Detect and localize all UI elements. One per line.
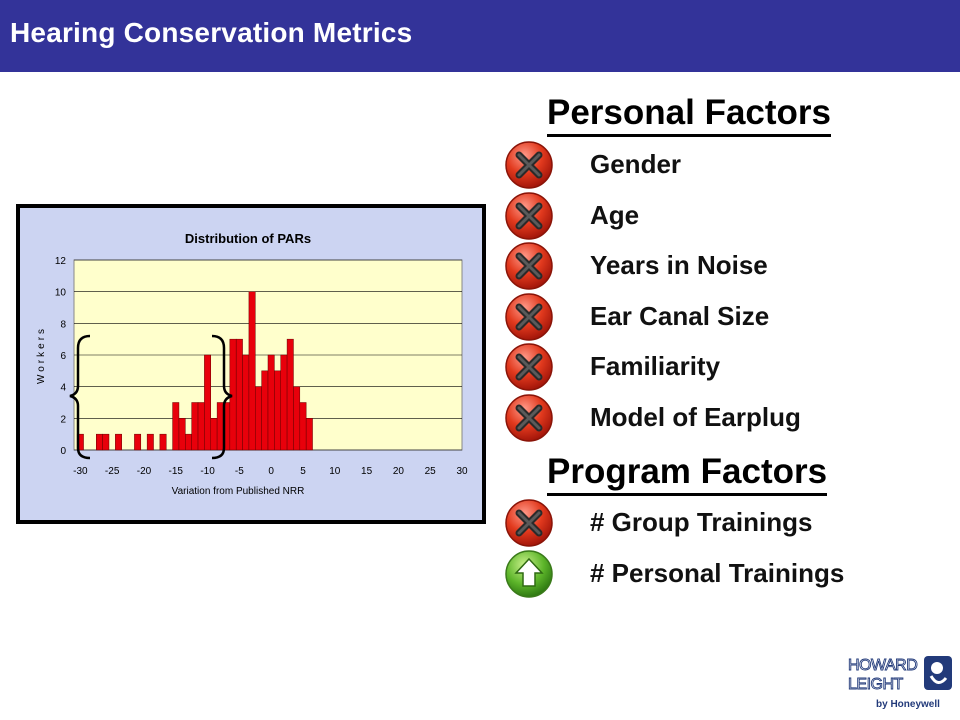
bar bbox=[242, 354, 250, 451]
factor-label: Model of Earplug bbox=[590, 401, 801, 432]
x-tick-label: -25 bbox=[105, 466, 120, 477]
howard-leight-logo: HOWARD LEIGHT by Honeywell bbox=[848, 656, 952, 710]
bar bbox=[134, 433, 142, 451]
factor-label: # Group Trainings bbox=[590, 507, 813, 537]
factor-item: Gender bbox=[500, 139, 940, 191]
bar bbox=[255, 386, 262, 451]
personal-factors-heading: Personal Factors bbox=[547, 94, 831, 137]
x-tick-label: -5 bbox=[235, 466, 244, 477]
factor-label: Ear Canal Size bbox=[590, 300, 770, 331]
page-title: Hearing Conservation Metrics bbox=[10, 17, 413, 48]
y-tick-label: 0 bbox=[60, 446, 66, 457]
y-tick-label: 4 bbox=[60, 383, 66, 394]
x-tick-label: -15 bbox=[169, 466, 184, 477]
x-icon bbox=[504, 140, 554, 190]
y-tick-label: 10 bbox=[55, 288, 67, 299]
bar bbox=[102, 433, 110, 451]
bar bbox=[248, 291, 256, 451]
bar bbox=[185, 433, 192, 451]
bar bbox=[146, 433, 154, 451]
factor-label: Age bbox=[590, 199, 640, 230]
factor-item: Model of Earplug bbox=[500, 392, 940, 444]
x-tick-label: 30 bbox=[456, 466, 468, 477]
bar bbox=[159, 433, 167, 451]
left-brace bbox=[69, 334, 91, 460]
bar bbox=[305, 418, 313, 451]
x-tick-label: 15 bbox=[361, 466, 373, 477]
factor-item: Age bbox=[500, 190, 940, 242]
x-icon bbox=[504, 342, 554, 392]
bar bbox=[286, 338, 294, 451]
x-icon bbox=[504, 498, 554, 548]
x-axis-label: Variation from Published NRR bbox=[172, 486, 305, 497]
y-tick-label: 2 bbox=[60, 414, 66, 425]
right-brace bbox=[211, 334, 233, 460]
x-icon bbox=[504, 191, 554, 241]
factor-item: Familiarity bbox=[500, 341, 940, 393]
bar bbox=[293, 386, 301, 451]
bar bbox=[274, 370, 281, 451]
y-axis-label: Workers bbox=[36, 326, 47, 384]
x-tick-label: 10 bbox=[329, 466, 341, 477]
title-bar: Hearing Conservation Metrics bbox=[0, 0, 960, 72]
bar bbox=[197, 402, 205, 451]
bar bbox=[299, 402, 307, 451]
program-factors-heading: Program Factors bbox=[547, 453, 828, 496]
x-tick-label: 25 bbox=[425, 466, 437, 477]
logo-line1: HOWARD bbox=[848, 657, 917, 674]
x-icon bbox=[504, 292, 554, 342]
bar bbox=[204, 354, 212, 451]
bar bbox=[261, 370, 269, 451]
factor-item: Ear Canal Size bbox=[500, 291, 940, 343]
par-distribution-chart: 0 2 4 6 8 10 12 -30 -25 -20 -15 -10 -5 0 5 10 15 20 25 30 Di… bbox=[20, 208, 482, 520]
y-tick-label: 8 bbox=[60, 319, 66, 330]
bar bbox=[96, 433, 103, 451]
bar bbox=[216, 402, 224, 451]
bar bbox=[191, 402, 199, 451]
chart-frame: 0 2 4 6 8 10 12 -30 -25 -20 -15 -10 -5 0 5 10 15 20 25 30 Di… bbox=[16, 204, 486, 524]
bar bbox=[267, 354, 275, 451]
x-tick-label: -10 bbox=[200, 466, 215, 477]
up-arrow-icon bbox=[504, 549, 554, 599]
bar bbox=[178, 418, 186, 451]
factor-label: # Personal Trainings bbox=[590, 558, 845, 588]
bar bbox=[280, 354, 288, 451]
logo-line3: by Honeywell bbox=[876, 699, 940, 710]
x-tick-label: 20 bbox=[393, 466, 405, 477]
factor-item: # Personal Trainings bbox=[500, 548, 940, 600]
x-tick-label: -20 bbox=[137, 466, 152, 477]
x-icon bbox=[504, 241, 554, 291]
factor-label: Gender bbox=[590, 149, 682, 179]
x-icon bbox=[504, 393, 554, 443]
x-tick-label: 0 bbox=[268, 466, 274, 477]
bar bbox=[235, 338, 243, 451]
bar bbox=[172, 402, 180, 451]
y-tick-label: 12 bbox=[55, 256, 67, 267]
factor-item: # Group Trainings bbox=[500, 497, 940, 549]
factor-label: Familiarity bbox=[590, 351, 721, 381]
x-tick-label: -30 bbox=[73, 466, 88, 477]
bar bbox=[115, 433, 122, 451]
chart-title: Distribution of PARs bbox=[185, 231, 311, 246]
factor-label: Years in Noise bbox=[590, 250, 768, 280]
bar bbox=[210, 418, 218, 451]
factor-item: Years in Noise bbox=[500, 240, 940, 292]
logo-line2: LEIGHT bbox=[848, 676, 904, 693]
y-tick-label: 6 bbox=[60, 351, 66, 362]
x-tick-label: 5 bbox=[300, 466, 306, 477]
